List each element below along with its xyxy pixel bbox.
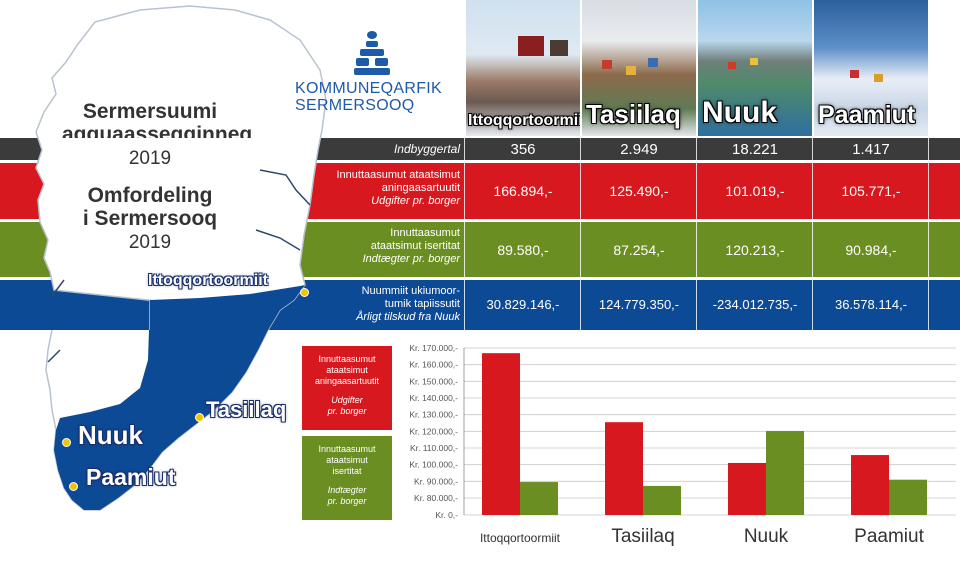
population-value: 356 [510, 141, 536, 158]
bar [643, 485, 681, 515]
bar [889, 479, 927, 515]
y-tick-label: Kr. 110.000,- [410, 443, 458, 453]
subsidy-value: 124.779.350,- [598, 297, 680, 312]
legend-expenses-da-1: Udgifter [331, 395, 363, 405]
y-tick-label: Kr. 90.000,- [414, 476, 458, 486]
legend-income-gl-3: isertitat [332, 466, 362, 476]
column-separator [464, 138, 465, 330]
expenses-label-gl-2: aningaasartuutit [381, 182, 460, 194]
bar [482, 353, 520, 515]
bar [520, 482, 558, 515]
subsidy-label-gl-2: tumik tapiissutit [384, 298, 460, 310]
expenses-value: 105.771,- [841, 183, 901, 199]
x-category-label: Ittoqqortoormiit [480, 531, 561, 545]
column-separator [580, 138, 581, 330]
legend-income-da-2: pr. borger [327, 496, 367, 506]
legend-income-gl-2: ataatsimut [326, 455, 368, 465]
photo-label-tasiilaq: Tasiilaq [586, 99, 681, 129]
map-town-dot-paamiut [69, 482, 78, 491]
expenses-label-gl-1: Innuttaasumut ataatsimut [336, 169, 460, 181]
legend-income-gl-1: Innuttaasumut [318, 444, 376, 454]
y-tick-label: Kr. 170.000,- [409, 343, 458, 353]
kommune-logo-icon [354, 31, 390, 75]
map-title-da-line2-top: i Sermersooq [82, 207, 218, 230]
y-tick-label: Kr. 100.000,- [409, 460, 458, 470]
x-category-label: Tasiilaq [611, 526, 674, 547]
subsidy-label: Nuummiit ukiumoor- tumik tapiissutit Årl… [300, 285, 460, 324]
income-label-gl-1: Innuttaasumut [390, 227, 460, 239]
map-overlay [35, 138, 322, 330]
legend-expenses-gl-3: aningaasartuutit [314, 376, 380, 386]
legend-expenses-gl-1: Innuttaasumut [318, 354, 376, 364]
y-tick-label: Kr. 80.000,- [414, 493, 458, 503]
income-value: 90.984,- [845, 242, 897, 258]
logo-text-line1: KOMMUNEQARFIK [295, 80, 443, 97]
photo-ittoqqortoormiit: Ittoqqortoormiit [466, 0, 580, 136]
income-value: 89.580,- [497, 242, 549, 258]
photo-label-ittoqqortoormiit: Ittoqqortoormiit [468, 112, 580, 129]
map-town-label-paamiut: Paamiut [86, 464, 176, 490]
subsidy-label-da: Årligt tilskud fra Nuuk [356, 311, 460, 323]
legend-expenses: Innuttaasumut ataatsimut aningaasartuuti… [302, 346, 392, 430]
income-value: 120.213,- [725, 242, 785, 258]
column-separator [928, 138, 929, 330]
bar [766, 430, 804, 515]
population-value: 18.221 [732, 141, 778, 158]
x-category-label: Paamiut [854, 526, 924, 547]
photo-label-paamiut: Paamiut [818, 101, 916, 129]
map-town-label-tasiilaq: Tasiilaq [206, 397, 287, 422]
map-town-dot-tasiilaq [195, 413, 204, 422]
legend-expenses-da-2: pr. borger [327, 406, 367, 416]
photo-paamiut: Paamiut [814, 0, 928, 136]
y-tick-label: Kr. 160.000,- [409, 360, 458, 370]
y-tick-label: Kr. 130.000,- [409, 410, 458, 420]
subsidy-value: 36.578.114,- [834, 297, 908, 312]
map-town-dot-nuuk [62, 438, 71, 447]
y-tick-label: Kr. 150.000,- [409, 376, 458, 386]
y-tick-label: Kr. 140.000,- [409, 393, 458, 403]
map-year-gl-top: 2019 [128, 148, 172, 169]
bar [851, 455, 889, 515]
y-tick-label: Kr. 120.000,- [409, 426, 458, 436]
legend-income-da-1: Indtægter [327, 485, 367, 495]
map-title-da-line1-top: Omfordeling [87, 184, 213, 207]
legend-income: Innuttaasumut ataatsimut isertitat Indtæ… [302, 436, 392, 520]
x-category-label: Nuuk [744, 526, 789, 547]
bar [728, 462, 766, 515]
income-value: 87.254,- [613, 242, 665, 258]
bar [605, 422, 643, 515]
legend-expenses-gl-2: ataatsimut [326, 365, 368, 375]
sermersooq-region [54, 285, 305, 510]
photo-tasiilaq: Tasiilaq [582, 0, 696, 136]
bar-chart: Kr. 170.000,- Kr. 160.000,- Kr. 150.000,- K… [409, 343, 956, 547]
map-town-label-ittoqqortoormiit-top: Ittoqqortoormiit [148, 272, 268, 289]
income-label-gl-2: ataatsimut isertitat [370, 240, 460, 252]
population-label: Indbyggertal [393, 142, 460, 156]
income-label: Innuttaasumut ataatsimut isertitat Indtæ… [300, 227, 460, 266]
map-town-dot-ittoqqortoormiit-top [300, 288, 309, 297]
expenses-label: Innuttaasumut ataatsimut aningaasartuuti… [300, 169, 460, 208]
map-title-gl-line1: Sermersuumi [82, 100, 218, 123]
expenses-label-da: Udgifter pr. borger [371, 195, 460, 207]
photo-nuuk: Nuuk [698, 0, 812, 136]
map-town-label-nuuk: Nuuk [78, 420, 143, 450]
population-value: 2.949 [620, 141, 658, 158]
column-separator [696, 138, 697, 330]
expenses-value: 125.490,- [609, 183, 669, 199]
population-value: 1.417 [852, 141, 890, 158]
subsidy-value: -234.012.735,- [712, 297, 798, 312]
y-tick-label: Kr. 0,- [435, 510, 458, 520]
photo-label-nuuk: Nuuk [702, 96, 777, 129]
income-label-da: Indtægter pr. borger [362, 253, 460, 265]
expenses-value: 101.019,- [725, 183, 785, 199]
expenses-value: 166.894,- [493, 183, 553, 199]
subsidy-label-gl-1: Nuummiit ukiumoor- [361, 285, 460, 297]
subsidy-value: 30.829.146,- [486, 297, 560, 312]
column-separator [812, 138, 813, 330]
map-year-da-top: 2019 [128, 232, 172, 253]
logo-text-line2: SERMERSOOQ [295, 97, 415, 114]
